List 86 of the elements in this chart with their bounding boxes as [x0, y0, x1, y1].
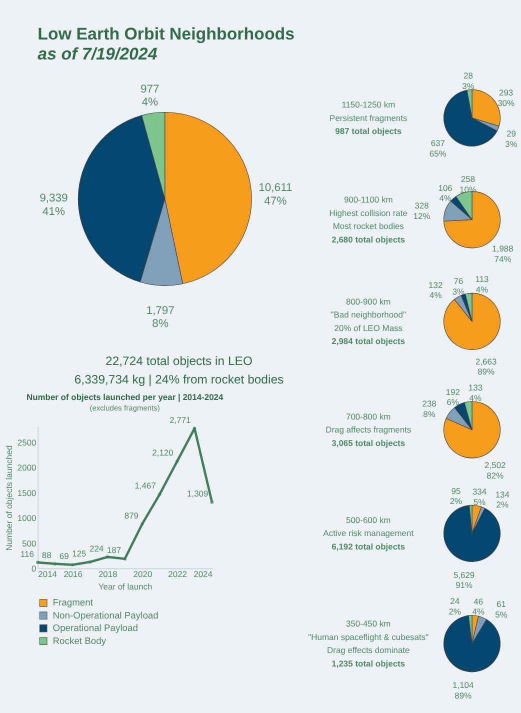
text: 800-900 km: [346, 296, 391, 306]
data-label: 879: [124, 510, 139, 520]
y-tick-label: 2500: [17, 437, 37, 448]
data-label: 637 65%: [429, 138, 447, 158]
pie-slice: [443, 90, 498, 146]
text: 3,065 total objects: [332, 438, 406, 448]
legend-label: Fragment: [52, 596, 94, 608]
chart-title: Low Earth Orbit Neighborhoods: [38, 24, 295, 44]
text: Most rocket bodies: [332, 221, 404, 232]
data-label: 134 2%: [495, 489, 510, 510]
data-label: 1,104 89%: [452, 680, 474, 700]
y-tick-label: 2000: [17, 462, 37, 473]
data-label: 69: [59, 551, 70, 562]
data-label: 2,663 89%: [475, 356, 497, 377]
chart-title: Number of objects launched per year | 2014-2024: [26, 392, 224, 402]
data-label: 113 4%: [475, 274, 490, 295]
data-label: 977 4%: [140, 84, 160, 109]
data-label: 224: [89, 543, 104, 554]
text: 987 total objects: [335, 126, 402, 136]
line-series: [36, 426, 214, 566]
text: Drag affects fragments: [326, 424, 412, 435]
data-label: 334 5%: [472, 486, 487, 507]
y-axis-title: Number of objects launched: [4, 445, 14, 551]
y-tick-label: 0: [32, 564, 37, 574]
data-label: 192 6%: [446, 386, 460, 408]
text: Persistent fragments: [330, 112, 408, 123]
x-tick-label: 2024: [194, 569, 213, 580]
y-tick-label: 500: [22, 538, 37, 548]
data-label: 76 3%: [452, 276, 466, 296]
data-label: 328 12%: [413, 200, 431, 222]
data-label: 133 4%: [468, 382, 483, 403]
data-label: 9,339 41%: [40, 192, 68, 218]
text: "Bad neighborhood": [330, 310, 406, 320]
chart-subtitle: as of 7/19/2024: [38, 44, 158, 64]
text: 20% of LEO Mass: [334, 322, 403, 333]
chart-subtitle: (excludes fragments): [90, 404, 160, 413]
text: 900-1100 km: [344, 194, 393, 205]
text: 22,724 total objects in LEO: [106, 354, 252, 368]
data-label: 1,467: [134, 480, 156, 491]
text: Drag effects dominate: [327, 645, 410, 656]
x-tick-label: 2022: [168, 569, 188, 580]
data-label: 24 2%: [448, 596, 462, 617]
text: 500-600 km: [346, 515, 391, 526]
text: Active risk management: [323, 528, 414, 538]
data-label: 1,988 74%: [492, 244, 514, 264]
data-label: 95 2%: [450, 486, 463, 506]
data-label: 293 30%: [498, 88, 516, 108]
data-label: 1,797 8%: [146, 304, 174, 330]
data-label: 28 3%: [462, 70, 475, 91]
text: 1,235 total objects: [332, 658, 406, 668]
data-label: 10,611 47%: [258, 182, 292, 208]
text: "Human spaceflight & cubesats": [308, 632, 429, 642]
data-label: 116: [20, 548, 34, 559]
data-label: 106 4%: [438, 182, 453, 204]
data-label: 238 8%: [422, 398, 437, 419]
text: 2,680 total objects: [332, 234, 406, 244]
text: Highest collision rate: [329, 208, 408, 218]
legend-label: Operational Payload: [52, 622, 138, 634]
data-label: 187: [106, 545, 122, 556]
data-label: 132 4%: [428, 280, 443, 300]
text: 6,192 total objects: [332, 541, 406, 552]
text: 1150-1250 km: [342, 100, 396, 110]
data-label: 125: [72, 548, 86, 558]
x-axis-title: Year of launch: [98, 581, 153, 592]
y-tick-label: 1000: [17, 513, 37, 524]
data-label: 2,120: [152, 448, 174, 458]
x-tick-label: 2018: [98, 569, 118, 580]
legend-label: Non-Operational Payload: [52, 609, 158, 620]
data-label: 2,502 82%: [484, 460, 506, 480]
legend-label: Rocket Body: [52, 634, 106, 646]
y-tick-label: 1500: [17, 488, 37, 498]
x-tick-label: 2016: [64, 569, 83, 580]
pie-slice: [443, 401, 501, 458]
data-label: 88: [42, 550, 52, 560]
x-tick-label: 2014: [38, 569, 58, 580]
data-label: 61 5%: [495, 599, 508, 620]
data-label: 5,629 91%: [453, 570, 475, 590]
data-label: 29 3%: [505, 128, 518, 150]
data-label: 2,771: [170, 414, 192, 425]
text: 700-800 km: [346, 411, 391, 422]
text: 2,984 total objects: [332, 336, 406, 346]
text: 6,339,734 kg | 24% from rocket bodies: [74, 372, 284, 387]
data-label: 46 4%: [472, 596, 485, 617]
data-label: 1,309: [187, 488, 208, 499]
x-tick-label: 2020: [133, 569, 152, 580]
text: 350-450 km: [346, 618, 391, 629]
